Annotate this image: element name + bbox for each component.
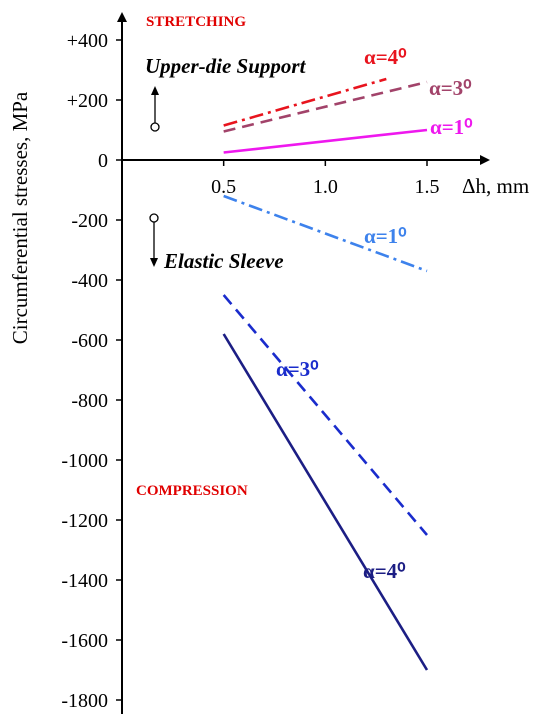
- x-ticks: 0.5 1.0 1.5: [211, 160, 440, 198]
- label-lower-alpha-1: α=1⁰: [364, 224, 407, 248]
- label-upper-alpha-1: α=1⁰: [430, 115, 473, 139]
- series-line-upper-die-support-alpha-3: [223, 80, 428, 133]
- label-upper-alpha-3: α=3⁰: [429, 76, 472, 100]
- elastic-sleeve-label: Elastic Sleeve: [163, 249, 284, 273]
- elastic-sleeve-annotation: Elastic Sleeve: [149, 213, 284, 273]
- down-arrow-icon: [149, 213, 159, 267]
- y-axis-title: Circumferential stresses, MPa: [8, 91, 32, 344]
- y-tick-label: -600: [71, 330, 108, 352]
- stretching-label: STRETCHING: [146, 14, 246, 30]
- series-line-upper-die-support-alpha-1: [223, 128, 428, 154]
- series-lines: [222, 77, 429, 671]
- y-tick-label: -1200: [61, 510, 108, 532]
- y-tick-label: 0: [98, 150, 108, 172]
- y-tick-label: -1800: [61, 690, 108, 712]
- y-tick-label: -1400: [61, 570, 108, 592]
- up-arrow-icon: [150, 86, 160, 132]
- y-ticks: +400 +200 0 -200 -400 -600 -800 -1000 -1200 -1400…: [61, 30, 122, 712]
- x-tick-label: 0.5: [211, 176, 236, 198]
- label-lower-alpha-3: α=3⁰: [276, 357, 319, 381]
- y-tick-label: +200: [67, 90, 108, 112]
- compression-label: COMPRESSION: [136, 483, 248, 499]
- upper-die-support-annotation: Upper-die Support: [145, 54, 307, 132]
- x-axis-title: Δh, mm: [462, 174, 529, 198]
- y-tick-label: -800: [71, 390, 108, 412]
- series-line-elastic-sleeve-alpha-1: [223, 194, 428, 273]
- y-tick-label: -200: [71, 210, 108, 232]
- x-tick-label: 1.0: [313, 176, 338, 198]
- y-tick-label: -400: [71, 270, 108, 292]
- y-tick-label: -1000: [61, 450, 108, 472]
- series-line-elastic-sleeve-alpha-3: [222, 294, 428, 536]
- label-upper-alpha-4: α=4⁰: [364, 45, 407, 69]
- label-lower-alpha-4: α=4⁰: [363, 559, 406, 583]
- x-tick-label: 1.5: [415, 176, 440, 198]
- series-line-elastic-sleeve-alpha-4: [222, 333, 429, 671]
- upper-die-support-label: Upper-die Support: [145, 54, 307, 78]
- y-tick-label: -1600: [61, 630, 108, 652]
- series-line-upper-die-support-alpha-4: [223, 77, 387, 127]
- series-labels: α=4⁰ α=3⁰ α=1⁰ α=1⁰ α=3⁰ α=4⁰: [276, 45, 473, 583]
- y-tick-label: +400: [67, 30, 108, 52]
